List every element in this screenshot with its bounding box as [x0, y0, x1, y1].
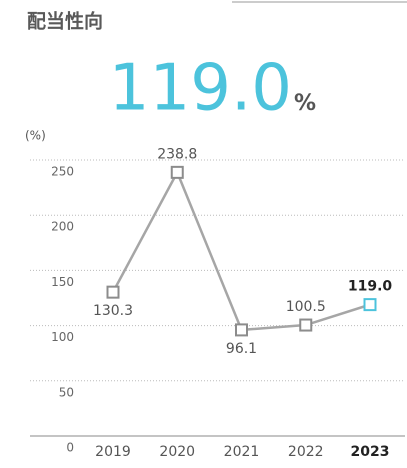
- y-tick-label: 250: [51, 165, 74, 179]
- data-label: 119.0: [348, 279, 393, 295]
- point-marker: [106, 285, 120, 299]
- x-tick-label: 2022: [288, 444, 324, 460]
- x-tick-label: 2020: [159, 444, 195, 460]
- headline-value: 119.0: [109, 52, 292, 126]
- point-marker: [363, 298, 377, 312]
- y-tick-label: 200: [51, 220, 74, 234]
- point-marker: [170, 165, 184, 179]
- chart-title: 配当性向: [27, 10, 103, 33]
- x-tick-label: 2021: [224, 444, 260, 460]
- headline-unit: %: [294, 91, 316, 116]
- data-label: 96.1: [226, 341, 257, 357]
- data-label: 130.3: [93, 303, 133, 319]
- data-label: 100.5: [286, 299, 326, 315]
- y-tick-label: 100: [51, 330, 74, 344]
- point-marker: [235, 323, 248, 337]
- point-marker: [299, 318, 313, 332]
- y-tick-label: 50: [59, 385, 74, 399]
- x-tick-label: 2019: [95, 444, 131, 460]
- y-axis-label: (%): [25, 129, 46, 143]
- y-tick-label: 0: [66, 441, 74, 455]
- x-tick-label: 2023: [351, 444, 390, 460]
- data-label: 238.8: [157, 146, 197, 162]
- y-tick-label: 150: [51, 275, 74, 289]
- series-line: [111, 169, 371, 332]
